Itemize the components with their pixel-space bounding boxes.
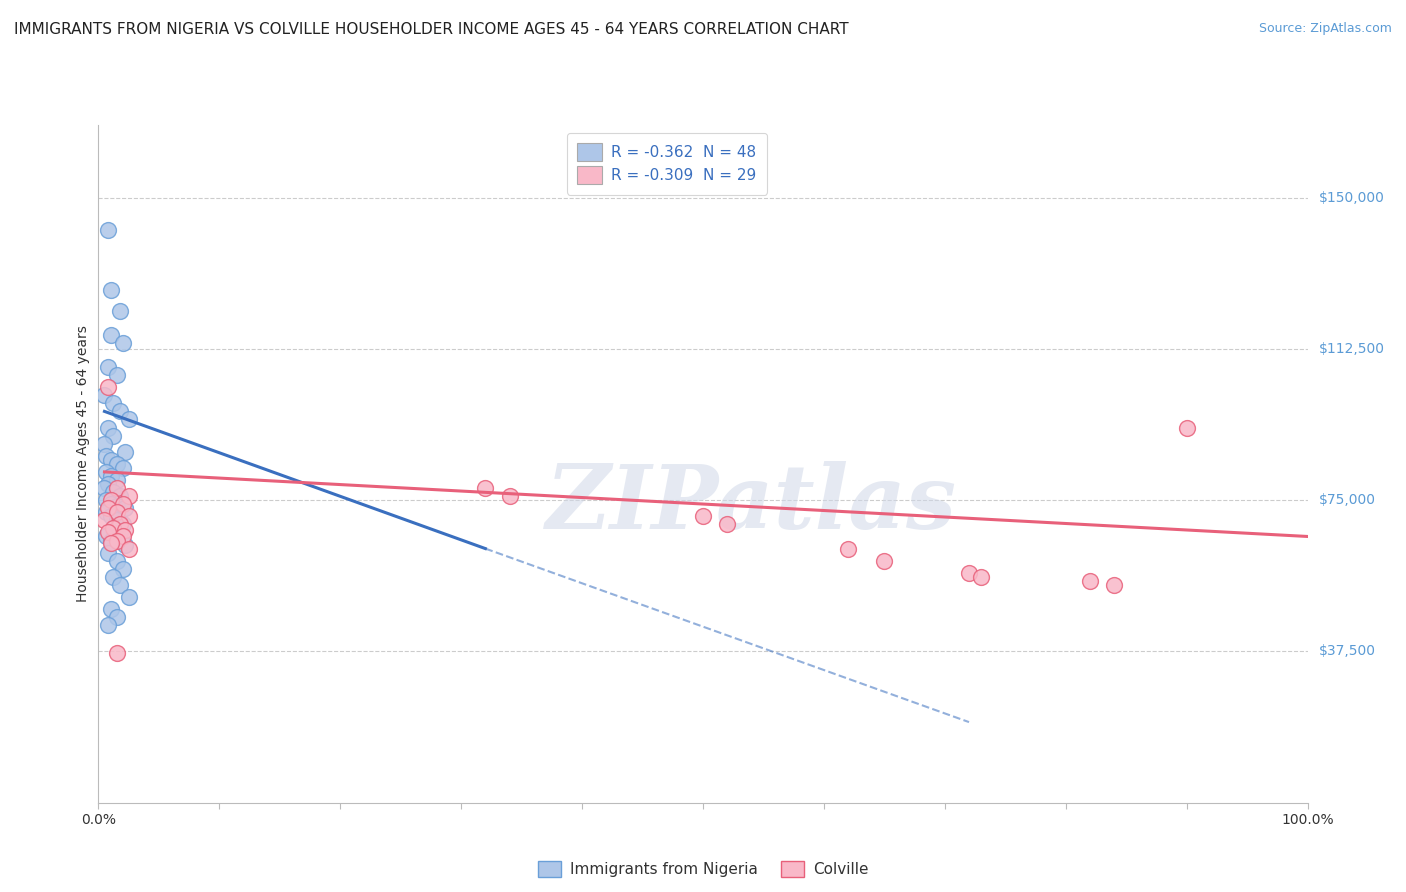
Point (692, 509, 714, 524)
Legend: Immigrants from Nigeria, Colville: Immigrants from Nigeria, Colville (531, 855, 875, 883)
Point (1078, 574, 1101, 588)
Point (108, 404, 131, 418)
Point (100, 509, 122, 524)
Point (94, 529, 117, 543)
Point (716, 517, 738, 532)
Point (105, 554, 128, 568)
Point (100, 452, 122, 467)
Point (114, 444, 136, 458)
Point (97, 380, 120, 394)
Point (108, 517, 131, 532)
Point (105, 500, 128, 514)
Text: IMMIGRANTS FROM NIGERIA VS COLVILLE HOUSEHOLDER INCOME AGES 45 - 64 YEARS CORREL: IMMIGRANTS FROM NIGERIA VS COLVILLE HOUS… (14, 22, 849, 37)
Point (111, 562, 134, 576)
Point (97, 359, 120, 374)
Point (97, 546, 120, 560)
Point (105, 481, 128, 495)
Point (101, 521, 124, 535)
Point (114, 524, 136, 538)
Point (873, 554, 896, 568)
Point (93, 481, 115, 495)
Point (94, 449, 117, 463)
Point (105, 513, 128, 527)
Point (105, 533, 128, 548)
Point (100, 283, 122, 297)
Point (1102, 578, 1125, 592)
Text: $37,500: $37,500 (1319, 645, 1375, 658)
Point (97, 420, 120, 434)
Point (94, 505, 117, 519)
Point (957, 566, 980, 580)
Point (118, 541, 141, 556)
Point (118, 412, 141, 426)
Point (97, 223, 120, 237)
Point (101, 428, 124, 442)
Point (105, 505, 128, 519)
Point (1175, 420, 1198, 434)
Point (100, 535, 122, 549)
Point (111, 335, 134, 350)
Point (94, 493, 117, 508)
Point (105, 368, 128, 382)
Point (108, 303, 131, 318)
Point (101, 396, 124, 410)
Point (970, 570, 993, 584)
Point (105, 610, 128, 624)
Point (93, 388, 115, 402)
Point (100, 602, 122, 616)
Point (111, 529, 134, 543)
Point (111, 461, 134, 475)
Point (111, 497, 134, 511)
Point (111, 517, 134, 532)
Point (105, 457, 128, 471)
Point (837, 541, 859, 556)
Point (114, 537, 136, 551)
Point (114, 501, 136, 516)
Point (498, 489, 520, 503)
Text: $75,000: $75,000 (1319, 493, 1375, 508)
Y-axis label: Householder Income Ages 45 - 64 years: Householder Income Ages 45 - 64 years (76, 326, 90, 602)
Point (100, 493, 122, 508)
Point (101, 570, 124, 584)
Point (108, 489, 131, 503)
Point (93, 513, 115, 527)
Point (100, 497, 122, 511)
Point (101, 521, 124, 535)
Point (105, 647, 128, 661)
Point (118, 590, 141, 604)
Text: $150,000: $150,000 (1319, 191, 1385, 204)
Text: $112,500: $112,500 (1319, 342, 1385, 356)
Point (100, 533, 122, 548)
Point (105, 473, 128, 487)
Point (100, 327, 122, 342)
Point (97, 477, 120, 491)
Point (94, 465, 117, 479)
Point (93, 436, 115, 450)
Point (101, 485, 124, 500)
Text: Source: ZipAtlas.com: Source: ZipAtlas.com (1258, 22, 1392, 36)
Point (108, 525, 131, 540)
Point (97, 501, 120, 516)
Text: ZIPatlas: ZIPatlas (546, 461, 957, 548)
Point (118, 489, 141, 503)
Point (108, 578, 131, 592)
Point (118, 509, 141, 524)
Point (100, 469, 122, 483)
Point (97, 618, 120, 632)
Point (97, 525, 120, 540)
Point (474, 481, 496, 495)
